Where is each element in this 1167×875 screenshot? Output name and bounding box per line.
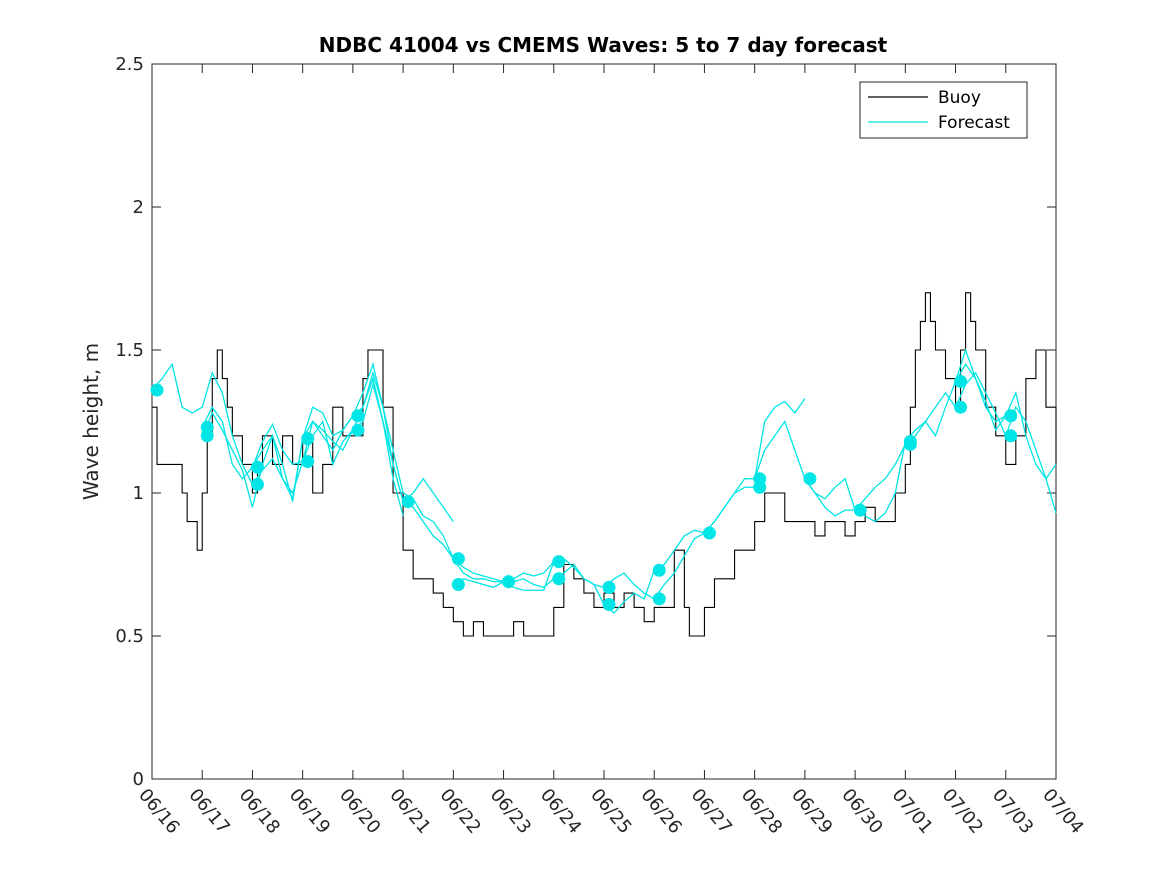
forecast-run-line: [201, 411, 304, 508]
forecast-start-marker: [552, 572, 566, 586]
forecast-start-marker: [652, 563, 666, 577]
forecast-run-line: [151, 362, 254, 485]
y-tick-label: 0.5: [115, 626, 144, 647]
forecast-start-marker: [502, 575, 516, 589]
forecast-start-marker: [602, 580, 616, 594]
forecast-markers: [150, 374, 1018, 612]
y-tick-label: 0: [133, 769, 144, 790]
forecast-start-marker: [351, 423, 365, 437]
forecast-start-marker: [652, 592, 666, 606]
y-tick-label: 2: [133, 197, 144, 218]
y-tick-label: 1: [133, 483, 144, 504]
forecast-start-marker: [803, 472, 817, 486]
forecast-start-marker: [301, 432, 315, 446]
forecast-start-marker: [451, 552, 465, 566]
legend-label-buoy: Buoy: [938, 88, 981, 108]
chart-title: NDBC 41004 vs CMEMS Waves: 5 to 7 day fo…: [319, 33, 888, 57]
forecast-start-marker: [702, 526, 716, 540]
forecast-start-marker: [1004, 409, 1018, 423]
forecast-start-marker: [301, 455, 315, 469]
y-tick-label: 2.5: [115, 54, 144, 75]
forecast-start-marker: [903, 437, 917, 451]
y-tick-label: 1.5: [115, 340, 144, 361]
forecast-start-marker: [150, 383, 164, 397]
forecast-start-marker: [853, 503, 867, 517]
forecast-start-marker: [250, 477, 264, 491]
plot-area: [150, 63, 1057, 780]
forecast-start-marker: [1004, 429, 1018, 443]
axes-box: [151, 63, 1057, 780]
forecast-start-marker: [250, 460, 264, 474]
forecast-start-marker: [602, 598, 616, 612]
forecast-start-marker: [753, 480, 767, 494]
forecast-start-marker: [552, 555, 566, 569]
y-tick-labels: 0 0.5 1 1.5 2 2.5: [115, 54, 144, 790]
legend-box: [859, 81, 1028, 139]
forecast-start-marker: [954, 374, 968, 388]
legend: Buoy Forecast: [859, 81, 1028, 139]
forecast-run-line: [352, 370, 454, 560]
forecast-start-marker: [200, 429, 214, 443]
y-axis-label: Wave height, m: [79, 343, 103, 500]
legend-label-forecast: Forecast: [938, 113, 1010, 133]
forecast-start-marker: [954, 400, 968, 414]
forecast-start-marker: [401, 495, 415, 509]
axis-ticks: [151, 63, 1057, 780]
forecast-start-marker: [351, 409, 365, 423]
forecast-start-marker: [451, 578, 465, 592]
